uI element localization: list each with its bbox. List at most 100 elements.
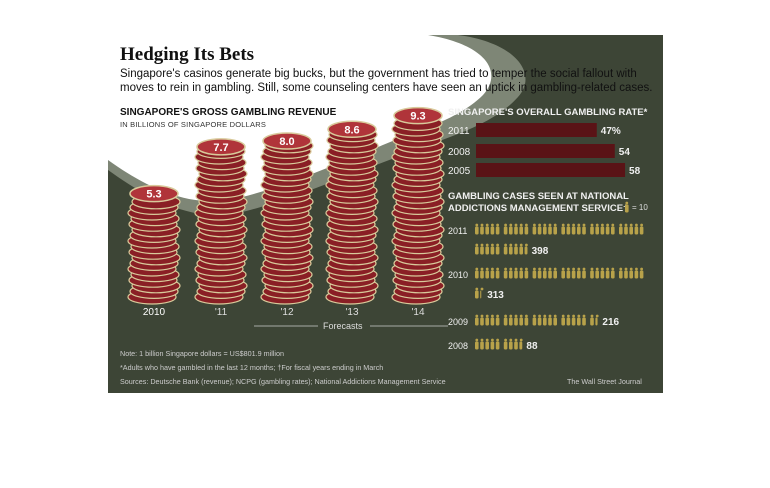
person-icon [475,223,479,235]
person-icon [577,267,581,279]
person-icon [509,243,513,255]
chip-stack-2: 8.0 [260,132,314,305]
person-icon [490,223,495,235]
person-icon [561,267,565,279]
subtitle-line-1: Singapore's casinos generate big bucks, … [120,68,637,80]
person-icon [595,267,599,279]
rate-value-label: 54 [619,147,631,158]
person-icon [514,267,518,279]
person-icon [639,223,644,235]
person-icon [543,267,547,279]
person-icon [519,223,523,235]
revenue-chip-stacks: 5.3 2010 7.7 '11 8.0 '12 8.6 '13 9.3 '14 [127,106,448,327]
chip-top-0 [129,184,179,203]
cases-value-label: 88 [526,341,538,352]
chip-top-4 [393,106,443,125]
note-sources: Sources: Deutsche Bank (revenue); NCPG (… [120,377,446,386]
person-icon [605,223,610,235]
person-icon [480,314,484,326]
person-icon [519,243,523,255]
revenue-value-label: 5.3 [146,189,161,201]
person-icon [485,338,489,350]
cases-year-label: 2011 [448,226,467,236]
person-icon [509,314,513,326]
rate-year-label: 2011 [448,126,470,137]
revenue-year-label: '13 [345,307,358,318]
credit-line: The Wall Street Journal [567,377,642,386]
person-icon [629,267,633,279]
person-icon [619,267,623,279]
person-icon [490,267,495,279]
rate-bar-chart: 2011 47% 2008 54 2005 58 [448,123,641,177]
person-icon [480,338,484,350]
person-icon [566,314,571,326]
rate-year-label: 2005 [448,166,471,177]
cases-value-label: 216 [602,317,619,328]
chip-stack-3: 8.6 [325,120,379,305]
person-icon [595,314,599,326]
person-icon [566,223,571,235]
person-icon [543,223,547,235]
rate-value-label: 47% [601,126,621,137]
revenue-chart-title: SINGAPORE'S GROSS GAMBLING REVENUE [120,107,337,118]
person-icon [543,314,547,326]
person-icon [503,267,508,279]
person-icon [495,223,500,235]
person-icon [503,223,508,235]
person-icon [475,314,479,326]
person-icon [480,223,484,235]
person-icon [537,267,542,279]
chip-stack-4: 9.3 [391,106,445,305]
person-icon [509,267,513,279]
person-icon [524,314,529,326]
person-icon [519,314,523,326]
person-icon [537,223,542,235]
person-icon [548,314,552,326]
person-icon [634,267,639,279]
person-icon [624,267,628,279]
person-icon [475,267,479,279]
person-icon [503,338,508,350]
revenue-year-label: '12 [280,307,293,318]
person-icon [590,314,594,326]
revenue-year-label: '14 [411,307,424,318]
person-icon [514,223,518,235]
person-icon [475,287,479,299]
person-icon [524,243,528,255]
person-icon [475,338,479,350]
revenue-value-label: 7.7 [213,142,228,154]
note-footnotes: *Adults who have gambled in the last 12 … [120,363,384,372]
person-icon [490,243,495,255]
cases-figure-chart: 2011 398 2010 313 2009 216 2008 88 [448,201,644,352]
person-icon [485,223,489,235]
person-icon [571,314,576,326]
person-icon [625,201,629,213]
rate-bar [476,163,626,177]
person-icon [532,314,537,326]
person-icon [605,267,610,279]
rate-bar [476,144,615,158]
person-icon [519,338,523,350]
chip-stack-0: 5.3 [127,184,181,305]
person-icon [532,267,537,279]
rate-value-label: 58 [629,166,641,177]
person-icon [514,338,518,350]
page-title: Hedging Its Bets [120,44,255,65]
person-icon [582,267,586,279]
person-icon [495,243,500,255]
infographic-panel: Hedging Its Bets Singapore's casinos gen… [108,35,663,393]
cases-year-label: 2008 [448,341,468,351]
person-icon [590,267,594,279]
person-icon [524,223,529,235]
person-icon [629,223,633,235]
person-icon [490,314,495,326]
revenue-value-label: 8.0 [279,136,294,148]
person-icon [475,243,479,255]
person-icon [619,223,623,235]
person-icon [480,267,484,279]
person-icon [561,314,565,326]
rate-bar [476,123,597,137]
person-icon [485,267,489,279]
person-icon [480,243,484,255]
person-icon [503,314,508,326]
